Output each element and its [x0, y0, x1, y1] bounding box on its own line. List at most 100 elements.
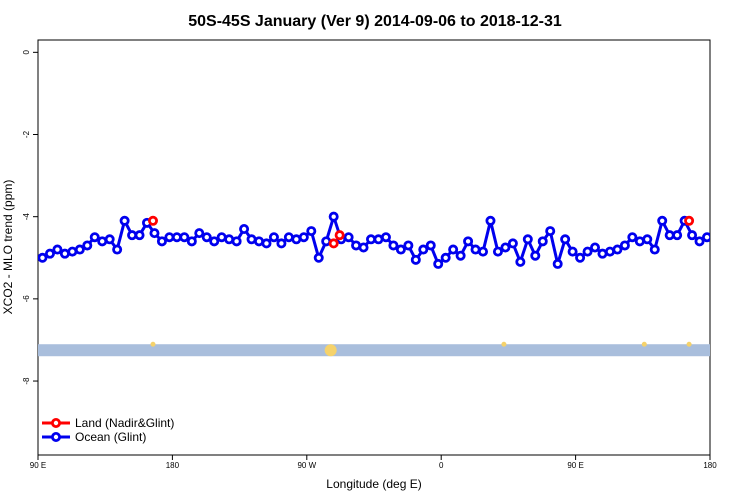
data-point: [418, 244, 429, 255]
data-point: [410, 254, 421, 265]
data-point: [672, 230, 683, 241]
data-point: [552, 258, 563, 269]
data-point: [112, 244, 123, 255]
chart-title: 50S-45S January (Ver 9) 2014-09-06 to 20…: [188, 13, 562, 30]
y-axis-label: XCO2 - MLO trend (ppm): [1, 180, 15, 315]
band-marker: [641, 341, 647, 347]
legend-marker: [51, 431, 62, 442]
data-point: [530, 250, 541, 261]
y-tick-label: -2: [22, 130, 31, 138]
data-point: [343, 232, 354, 243]
data-point: [478, 246, 489, 257]
series-ocean: [38, 211, 710, 269]
band-marker: [324, 344, 337, 357]
land-coverage-band: [38, 341, 710, 357]
legend-entry-land: Land (Nadir&Glint): [42, 416, 174, 430]
data-point: [306, 226, 317, 237]
data-point: [380, 232, 391, 243]
band-marker: [150, 341, 156, 347]
data-point: [119, 215, 130, 226]
legend-label: Land (Nadir&Glint): [75, 416, 174, 430]
data-point: [44, 248, 55, 259]
x-tick-label: 90 E: [30, 461, 46, 470]
data-point: [649, 244, 660, 255]
band-marker: [686, 341, 692, 347]
y-tick-label: -8: [22, 377, 31, 385]
data-point: [522, 234, 533, 245]
data-point: [179, 232, 190, 243]
data-point: [694, 236, 705, 247]
y-tick-label: -6: [22, 295, 31, 303]
data-point: [642, 234, 653, 245]
data-point: [545, 226, 556, 237]
data-point: [619, 240, 630, 251]
x-axis-label: Longitude (deg E): [326, 477, 421, 491]
data-point: [147, 215, 158, 226]
data-point: [328, 238, 339, 249]
series-land: [147, 215, 695, 249]
series-layer: [38, 211, 710, 269]
x-tick-label: 180: [703, 461, 717, 470]
data-point: [328, 211, 339, 222]
data-point: [455, 250, 466, 261]
band-rect: [38, 344, 710, 357]
data-point: [313, 252, 324, 263]
data-point: [74, 244, 85, 255]
legend: Land (Nadir&Glint)Ocean (Glint): [42, 416, 174, 444]
data-point: [156, 236, 167, 247]
data-point: [560, 234, 571, 245]
data-point: [433, 258, 444, 269]
data-point: [702, 232, 710, 243]
data-point: [149, 228, 160, 239]
band-marker: [501, 341, 507, 347]
data-point: [590, 242, 601, 253]
x-tick-label: 90 W: [297, 461, 316, 470]
y-tick-label: -4: [22, 213, 31, 221]
data-point: [186, 236, 197, 247]
data-point: [582, 246, 593, 257]
x-tick-label: 90 E: [567, 461, 583, 470]
data-point: [567, 246, 578, 257]
legend-label: Ocean (Glint): [75, 430, 146, 444]
data-point: [425, 240, 436, 251]
data-point: [448, 244, 459, 255]
data-point: [194, 228, 205, 239]
data-point: [268, 232, 279, 243]
plot-frame: [37, 39, 711, 456]
y-tick-label: 0: [22, 50, 31, 55]
data-point: [239, 224, 250, 235]
data-point: [612, 244, 623, 255]
data-point: [627, 232, 638, 243]
data-point: [261, 238, 272, 249]
data-point: [575, 252, 586, 263]
data-point: [485, 215, 496, 226]
data-point: [201, 232, 212, 243]
data-point: [440, 252, 451, 263]
data-point: [358, 242, 369, 253]
data-point: [52, 244, 63, 255]
data-point: [38, 252, 48, 263]
x-tick-label: 180: [166, 461, 180, 470]
data-point: [231, 236, 242, 247]
data-point: [657, 215, 668, 226]
data-point: [298, 232, 309, 243]
data-point: [687, 230, 698, 241]
data-point: [82, 240, 93, 251]
data-point: [500, 242, 511, 253]
x-axis: 90 E 180 90 W 0 90 E 180: [30, 455, 717, 470]
data-point: [89, 232, 100, 243]
data-point: [463, 236, 474, 247]
data-point: [276, 238, 287, 249]
data-point: [684, 215, 695, 226]
data-point: [209, 236, 220, 247]
data-point: [388, 240, 399, 251]
data-point: [104, 234, 115, 245]
data-point: [537, 236, 548, 247]
data-point: [515, 256, 526, 267]
legend-marker: [51, 417, 62, 428]
data-point: [403, 240, 414, 251]
data-point: [134, 230, 145, 241]
data-point: [395, 244, 406, 255]
data-point: [492, 246, 503, 257]
